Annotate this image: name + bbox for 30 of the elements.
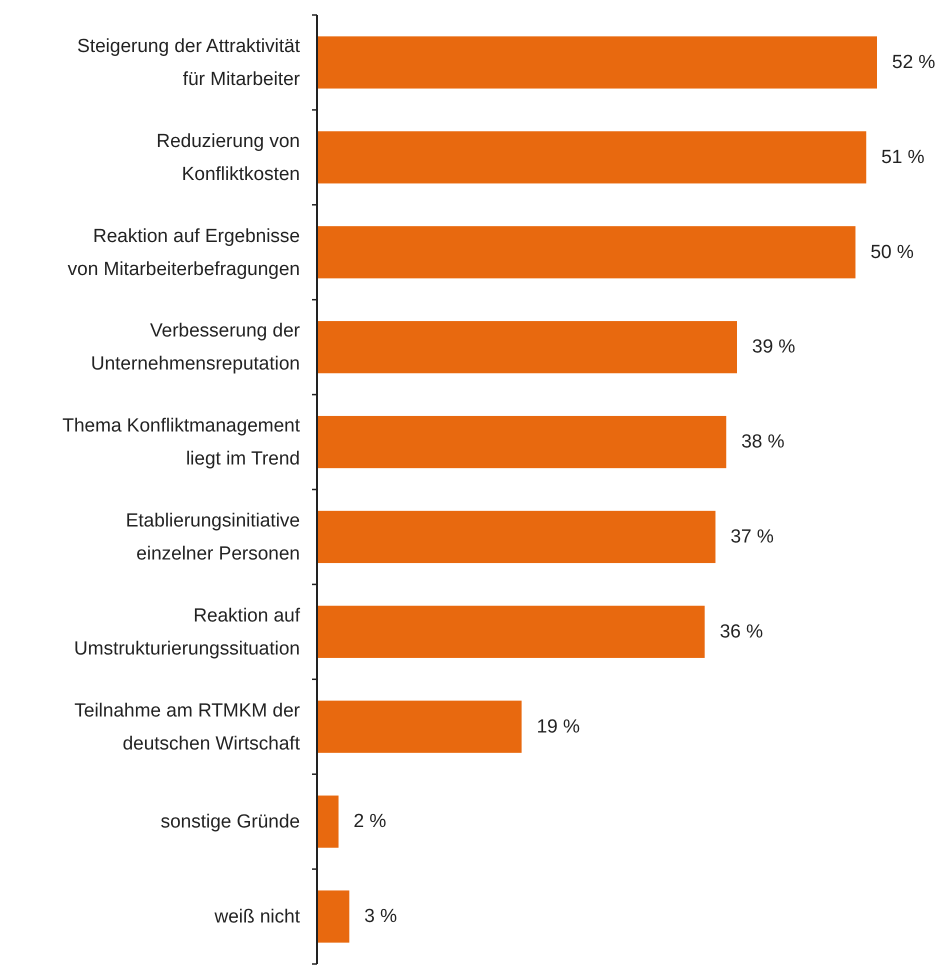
data-label: 36 % xyxy=(720,621,764,642)
data-label: 52 % xyxy=(892,52,936,73)
bar xyxy=(317,700,522,753)
y-tick-label: Reduzierung von Konfliktkosten xyxy=(156,130,300,184)
bar xyxy=(317,606,705,658)
data-label: 50 % xyxy=(870,242,914,263)
y-tick-label: Reaktion auf Ergebnisse von Mitarbeiterbefragungen xyxy=(68,225,300,280)
bar xyxy=(317,36,877,89)
y-tick-label: weiß nicht xyxy=(213,906,301,928)
y-tick-label: Teilnahme am RTMKM der deutschen Wirtschaft xyxy=(74,700,301,754)
bar xyxy=(317,890,350,943)
y-tick-label: Reaktion auf Umstrukturierungssituation xyxy=(74,604,301,659)
data-label: 19 % xyxy=(536,716,580,738)
y-tick-label: Verbesserung der Unternehmensreputation xyxy=(90,320,301,374)
data-label: 39 % xyxy=(752,336,796,358)
data-label: 37 % xyxy=(730,526,774,548)
data-label: 51 % xyxy=(881,146,925,168)
y-tick-label: Etablierungsinitiative einzelner Personen xyxy=(126,510,300,564)
data-label: 2 % xyxy=(354,811,386,832)
data-label: 3 % xyxy=(364,906,398,928)
y-tick-label: Steigerung der Attraktivität für Mitarbeiter xyxy=(77,35,301,90)
bar xyxy=(317,226,856,278)
y-tick-label: sonstige Gründe xyxy=(160,811,300,832)
bar xyxy=(317,796,339,848)
bar xyxy=(317,321,737,374)
bar xyxy=(317,131,866,184)
bar xyxy=(317,510,716,564)
bar xyxy=(317,416,726,468)
y-tick-label: Thema Konfliktmanagement liegt im Trend xyxy=(62,415,301,470)
data-label: 38 % xyxy=(741,432,785,453)
